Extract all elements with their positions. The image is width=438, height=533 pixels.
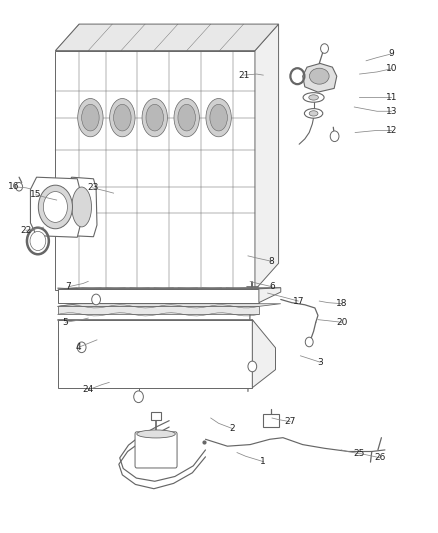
Polygon shape [57,289,258,303]
Polygon shape [55,24,278,51]
Ellipse shape [142,99,167,137]
Text: 3: 3 [317,358,322,367]
Ellipse shape [309,68,328,84]
Ellipse shape [177,104,195,131]
Ellipse shape [304,109,322,118]
Ellipse shape [205,99,231,137]
Ellipse shape [146,104,163,131]
Ellipse shape [43,191,67,222]
Ellipse shape [81,104,99,131]
Text: 23: 23 [87,183,98,192]
Ellipse shape [38,185,72,229]
Text: 7: 7 [66,282,71,291]
Circle shape [247,361,256,372]
Text: 24: 24 [82,385,94,394]
Text: 1: 1 [260,457,265,466]
Polygon shape [302,63,336,92]
Bar [263,414,279,427]
Text: 8: 8 [268,257,273,265]
Polygon shape [57,320,252,387]
Text: 2: 2 [229,424,235,433]
Polygon shape [65,177,97,237]
Text: 20: 20 [336,318,347,327]
Circle shape [134,391,143,402]
Text: 5: 5 [63,318,68,327]
Text: 26: 26 [374,454,385,463]
Text: 11: 11 [385,93,396,102]
Ellipse shape [209,104,227,131]
Text: 16: 16 [8,182,20,191]
Circle shape [30,231,46,251]
Circle shape [329,131,338,142]
Circle shape [15,182,22,191]
Ellipse shape [110,99,135,137]
Text: 22: 22 [21,226,32,235]
Ellipse shape [137,430,175,438]
Ellipse shape [308,95,318,100]
Polygon shape [258,288,280,303]
Text: 15: 15 [30,190,41,199]
Text: 13: 13 [385,107,396,116]
FancyBboxPatch shape [135,432,177,468]
Polygon shape [57,306,258,314]
Text: 9: 9 [388,50,393,58]
Ellipse shape [173,99,199,137]
Polygon shape [30,177,80,237]
Ellipse shape [302,93,323,102]
Polygon shape [57,320,275,358]
Text: 25: 25 [353,449,364,458]
Polygon shape [57,304,280,306]
Text: 21: 21 [237,70,249,79]
Polygon shape [57,288,280,289]
Bar [150,412,161,420]
Text: 4: 4 [76,343,81,352]
Circle shape [77,342,86,353]
Text: 17: 17 [292,296,304,305]
Polygon shape [254,24,278,290]
Ellipse shape [78,99,103,137]
Text: 10: 10 [385,64,396,73]
Polygon shape [252,320,275,387]
Ellipse shape [113,104,131,131]
Text: 18: 18 [336,299,347,308]
Ellipse shape [72,187,91,227]
Text: 12: 12 [385,126,396,135]
Text: 6: 6 [268,282,274,291]
Circle shape [320,44,328,53]
Ellipse shape [308,111,317,116]
Polygon shape [55,51,254,290]
Text: 27: 27 [284,417,295,426]
Circle shape [92,294,100,305]
Circle shape [304,337,312,347]
